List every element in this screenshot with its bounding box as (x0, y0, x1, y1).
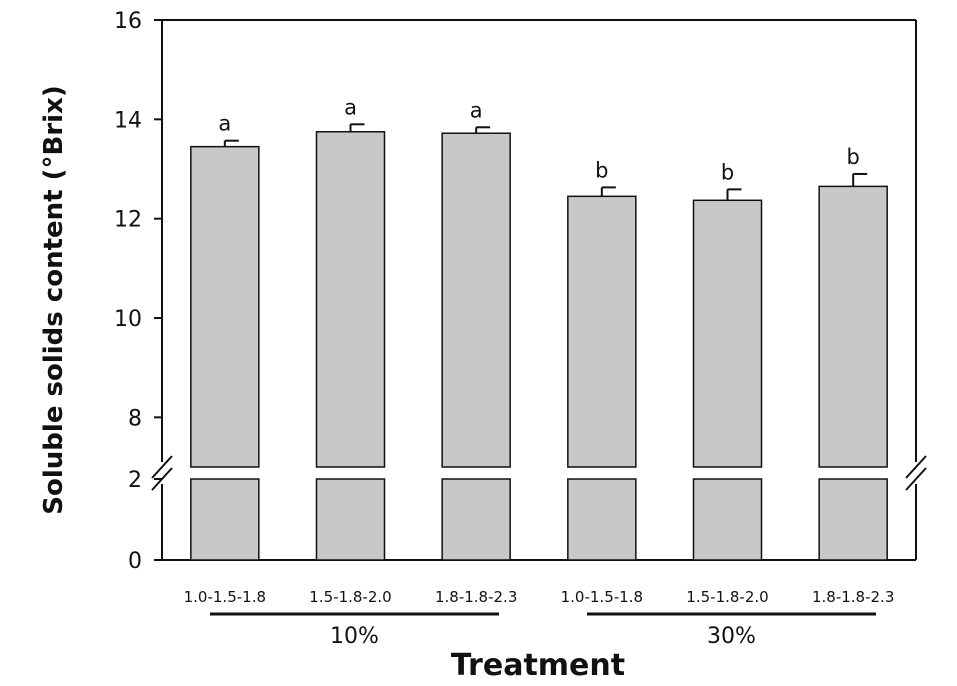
bar-upper (818, 185, 888, 468)
bar-upper (692, 199, 763, 468)
bar-lower (441, 478, 511, 561)
bar-upper (190, 145, 260, 468)
significance-letter: a (344, 95, 357, 119)
bar-lower (818, 478, 888, 561)
chart-axes (151, 19, 927, 616)
bar-lower (567, 478, 637, 561)
x-tick-label: 1.5-1.8-2.0 (309, 588, 391, 606)
significance-letter: a (218, 112, 231, 136)
group-label: 30% (707, 624, 756, 649)
x-tick-label: 1.5-1.8-2.0 (686, 588, 768, 606)
bar-lower (692, 478, 763, 561)
x-axis-label: Treatment (451, 648, 625, 683)
x-tick-label: 1.8-1.8-2.3 (435, 588, 517, 606)
y-tick-label: 2 (128, 468, 142, 493)
labels-layer: 8 10 12 14 16 0 2 a 1.0-1.5-1.8 a 1.5-1.8-2.0 a 1.8-… (114, 9, 894, 649)
group-label: 10% (330, 624, 379, 649)
x-tick-label: 1.0-1.5-1.8 (184, 588, 266, 606)
y-tick-label: 16 (114, 9, 142, 34)
bars-layer (190, 123, 888, 561)
x-tick-label: 1.0-1.5-1.8 (561, 588, 643, 606)
significance-letter: b (721, 160, 734, 184)
bar-upper (441, 132, 511, 468)
y-tick-label: 12 (114, 208, 142, 233)
x-tick-label: 1.8-1.8-2.3 (812, 588, 894, 606)
significance-letter: a (470, 98, 483, 122)
y-axis-label: Soluble solids content (°Brix) (39, 85, 69, 514)
axis-break-mark-top-0 (151, 455, 173, 479)
y-tick-label: 10 (114, 307, 142, 332)
significance-letter: b (595, 158, 608, 182)
bar-lower (190, 478, 260, 561)
bar-upper (567, 195, 637, 468)
y-tick-label: 0 (128, 549, 142, 574)
axis-break-mark-top-1 (905, 455, 927, 479)
y-tick-label: 8 (128, 406, 142, 431)
bar-upper (315, 131, 386, 468)
axis-break-mark-bottom-1 (905, 467, 927, 491)
bar-lower (315, 478, 386, 561)
significance-letter: b (846, 145, 859, 169)
y-tick-label: 14 (114, 108, 142, 133)
